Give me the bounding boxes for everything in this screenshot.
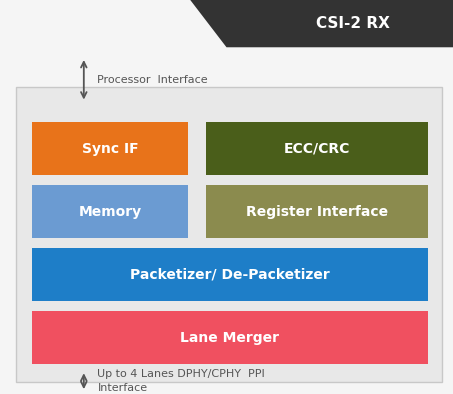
Text: Packetizer/ De-Packetizer: Packetizer/ De-Packetizer [130, 268, 330, 282]
Text: Register Interface: Register Interface [246, 205, 388, 219]
FancyBboxPatch shape [32, 185, 188, 238]
Text: Up to 4 Lanes DPHY/CPHY  PPI
Interface: Up to 4 Lanes DPHY/CPHY PPI Interface [97, 369, 265, 393]
Text: Memory: Memory [78, 205, 141, 219]
Text: Sync IF: Sync IF [82, 142, 138, 156]
FancyBboxPatch shape [206, 185, 428, 238]
Text: ECC/CRC: ECC/CRC [284, 142, 350, 156]
FancyBboxPatch shape [16, 87, 442, 382]
FancyBboxPatch shape [206, 122, 428, 175]
FancyBboxPatch shape [32, 122, 188, 175]
FancyBboxPatch shape [32, 248, 428, 301]
Text: CSI-2 RX: CSI-2 RX [316, 16, 390, 31]
Text: Lane Merger: Lane Merger [180, 331, 280, 345]
Text: Processor  Interface: Processor Interface [97, 74, 208, 85]
FancyBboxPatch shape [32, 311, 428, 364]
Polygon shape [190, 0, 453, 47]
